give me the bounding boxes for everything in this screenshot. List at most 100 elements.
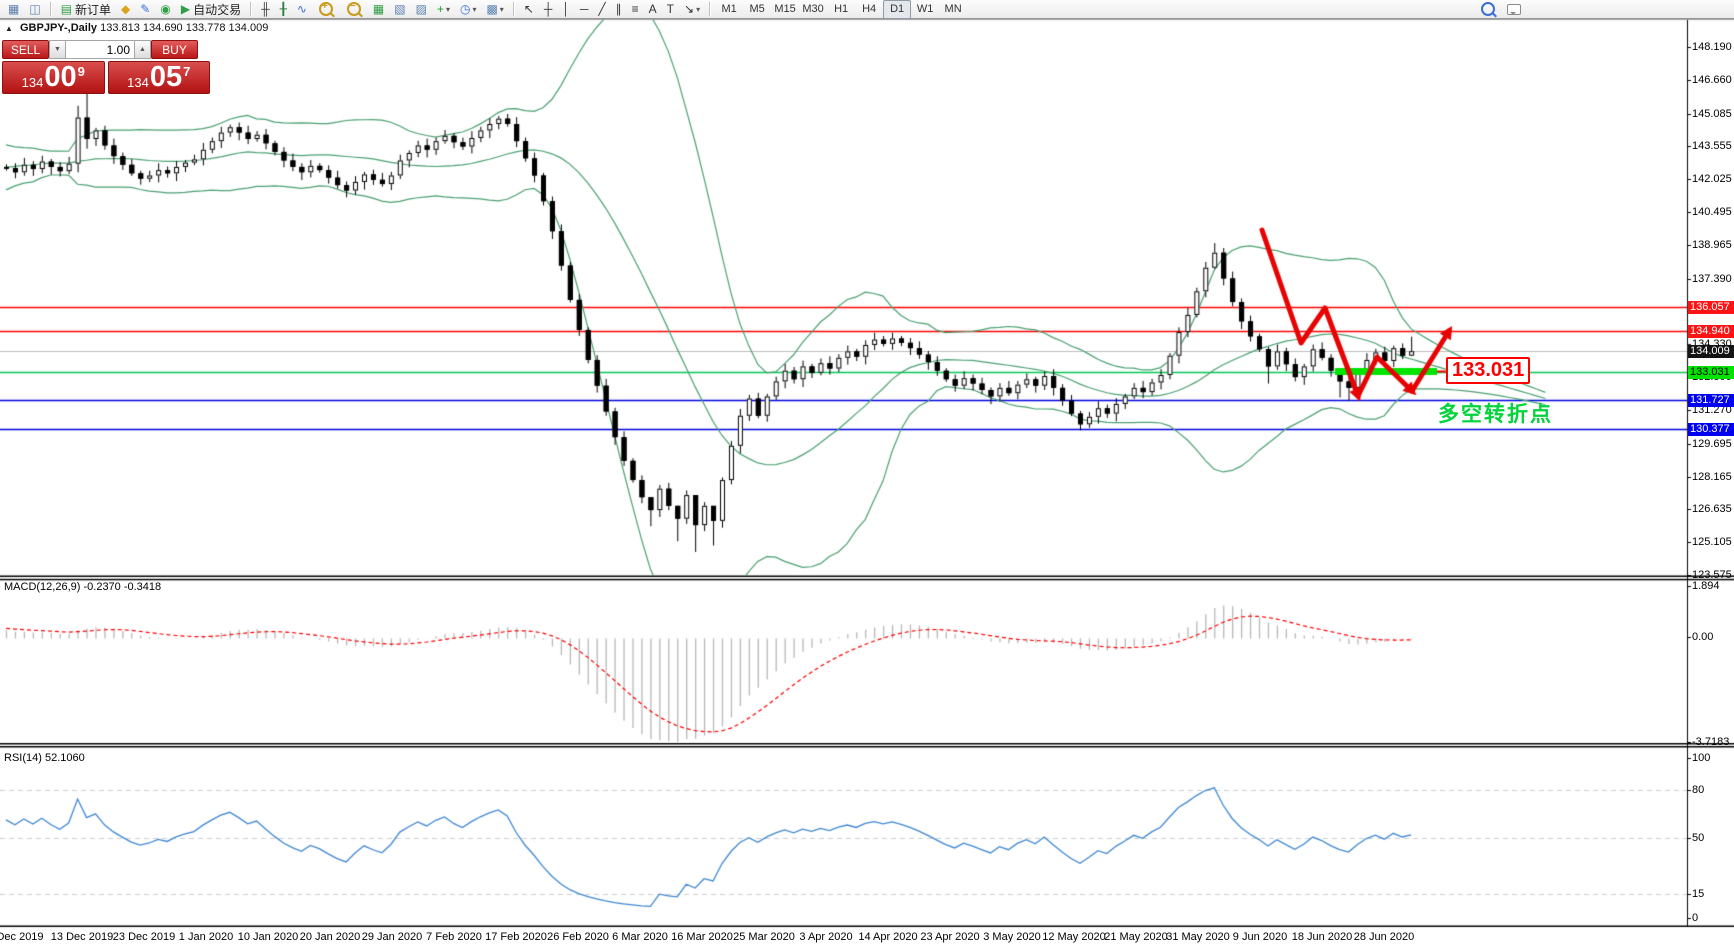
toolbar: ▦ ◫ ▤ 新订单 ◆ ✎ ◉ ▶ 自动交易 ╫ ╂ ∿ + − ▦ ▧ ▨ + ▾ ◷ ▾ ▩ ▾ ↖ ┼ │ ─ ╱ ∥ ≡ A T… (0, 0, 1734, 19)
timeframe-h4[interactable]: H4 (862, 3, 877, 15)
buy-price-pip: 7 (183, 64, 191, 79)
indicators-add-icon: + (436, 2, 444, 16)
broadcast-icon[interactable]: ◉ (156, 0, 174, 19)
new-order-label: 新订单 (75, 2, 112, 17)
bar-chart-icon[interactable]: ╫ (257, 0, 274, 19)
text-tool-icon[interactable]: A (645, 0, 661, 19)
fibonacci-tool-icon[interactable]: ≡ (628, 0, 643, 19)
channel-tool-icon[interactable]: ∥ (612, 0, 626, 19)
crosshair-tool-icon[interactable]: ┼ (540, 0, 557, 19)
arrows-tool-icon: ↘ (684, 2, 695, 16)
toolbar-separator (49, 2, 52, 16)
indicators-add-icon[interactable]: + ▾ (433, 0, 454, 19)
periods-icon: ◷ (459, 2, 471, 16)
channel-tool-icon: ∥ (615, 2, 622, 16)
toolbar-separator (709, 2, 712, 16)
chat-icon[interactable] (1503, 0, 1525, 19)
timeframe-d1[interactable]: D1 (883, 0, 912, 19)
buy-price-button[interactable]: 134 05 7 (107, 61, 210, 94)
dropdown-caret-icon[interactable]: ▾ (472, 4, 477, 14)
profiles-icon: ▦ (8, 2, 20, 16)
gold-icon[interactable]: ◆ (117, 0, 134, 19)
timeframe-w1[interactable]: W1 (916, 3, 934, 15)
navigator-icon[interactable]: ◫ (25, 0, 44, 19)
cascade-icon: ▨ (415, 2, 427, 16)
trendline-tool-icon: ╱ (598, 2, 606, 16)
cursor-tool-icon: ↖ (523, 2, 534, 16)
timeframe-m15[interactable]: M15 (774, 3, 796, 15)
arrows-tool-icon[interactable]: ↘ ▾ (680, 0, 704, 19)
vertical-line-tool-icon[interactable]: │ (558, 0, 574, 19)
toolbar-drawing-group: ↖ ┼ │ ─ ╱ ∥ ≡ A T ↘ ▾ (519, 0, 705, 19)
dropdown-caret-icon[interactable]: ▾ (696, 4, 701, 14)
vertical-line-tool-icon: │ (562, 2, 570, 16)
pane-splitter-rsi[interactable] (0, 741, 1734, 747)
toolbar-right-group (1474, 0, 1526, 19)
gold-icon: ◆ (121, 2, 131, 16)
autotrade-icon: ▶ (180, 2, 191, 16)
line-chart-icon[interactable]: ∿ (293, 0, 311, 19)
label-tool-icon[interactable]: T (663, 0, 678, 19)
metaeditor-icon[interactable]: ✎ (136, 0, 154, 19)
candlestick-chart-icon: ╂ (279, 2, 287, 16)
periods-icon[interactable]: ◷ ▾ (456, 0, 481, 19)
volume-decrease-button[interactable]: ▼ (49, 40, 66, 59)
crosshair-tool-icon: ┼ (543, 2, 553, 16)
dropdown-caret-icon[interactable]: ▾ (445, 4, 450, 14)
autotrade-label: 自动交易 (193, 2, 242, 17)
candlestick-chart-icon[interactable]: ╂ (276, 0, 291, 19)
toolbar-system-group: ▦ ◫ (3, 0, 46, 19)
buy-price-base: 134 (127, 75, 149, 90)
sell-price-base: 134 (21, 75, 44, 90)
bar-chart-icon: ╫ (261, 2, 270, 16)
sell-button[interactable]: SELL (2, 40, 49, 59)
templates-icon[interactable]: ▩ ▾ (482, 0, 507, 19)
sell-price-button[interactable]: 134 00 9 (2, 61, 105, 94)
zoom-out-icon[interactable]: − (341, 0, 367, 19)
sell-price-big: 00 (44, 61, 77, 93)
timeframe-m1[interactable]: M1 (721, 3, 737, 15)
oneclick-toggle-icon[interactable]: ▲ (5, 24, 13, 33)
buy-button[interactable]: BUY (151, 40, 198, 59)
broadcast-icon: ◉ (160, 2, 171, 16)
horizontal-line-tool-icon: ─ (579, 2, 589, 16)
search-icon[interactable] (1475, 0, 1501, 19)
cursor-tool-icon[interactable]: ↖ (520, 0, 538, 19)
line-chart-icon: ∿ (296, 2, 307, 16)
timeframe-m5[interactable]: M5 (749, 3, 765, 15)
sell-price-pip: 9 (77, 64, 85, 79)
auto-arrange-icon[interactable]: ▧ (390, 0, 409, 19)
tile-windows-icon: ▦ (372, 2, 385, 16)
one-click-trading-panel: SELL ▼ ▲ BUY 134 00 9 134 05 7 (2, 40, 210, 94)
dropdown-caret-icon[interactable]: ▾ (499, 4, 504, 14)
volume-input[interactable] (66, 40, 134, 59)
navigator-icon: ◫ (29, 2, 41, 16)
new-order-icon: ▤ (60, 2, 73, 16)
templates-icon: ▩ (486, 2, 498, 16)
profiles-icon[interactable]: ▦ (4, 0, 23, 19)
volume-increase-button[interactable]: ▲ (134, 40, 151, 59)
cascade-icon[interactable]: ▨ (412, 0, 431, 19)
timeframe-m30[interactable]: M30 (802, 3, 824, 15)
trendline-tool-icon[interactable]: ╱ (594, 0, 609, 19)
pane-splitter-macd[interactable] (0, 574, 1734, 580)
autotrade-icon[interactable]: ▶ 自动交易 (177, 0, 245, 19)
toolbar-separator (512, 2, 515, 16)
new-order-icon[interactable]: ▤ 新订单 (57, 0, 115, 19)
tile-windows-icon[interactable]: ▦ (369, 0, 388, 19)
toolbar-timeframes: M1 M5 M15 M30 H1 H4 D1 W1 MN (715, 0, 967, 19)
zoom-in-icon[interactable]: + (313, 0, 339, 19)
label-tool-icon: T (666, 2, 675, 16)
auto-arrange-icon: ▧ (394, 2, 406, 16)
horizontal-line-tool-icon[interactable]: ─ (576, 0, 593, 19)
buy-price-big: 05 (149, 61, 183, 93)
toolbar-trade-group: ▤ 新订单 ◆ ✎ ◉ ▶ 自动交易 (56, 0, 246, 19)
toolbar-separator (250, 2, 253, 16)
metaeditor-icon: ✎ (140, 2, 151, 16)
toolbar-chart-group: ╫ ╂ ∿ + − ▦ ▧ ▨ + ▾ ◷ ▾ ▩ ▾ (256, 0, 509, 19)
timeframe-h1[interactable]: H1 (834, 3, 849, 15)
fibonacci-tool-icon: ≡ (631, 2, 639, 16)
timeframe-mn[interactable]: MN (944, 3, 962, 15)
